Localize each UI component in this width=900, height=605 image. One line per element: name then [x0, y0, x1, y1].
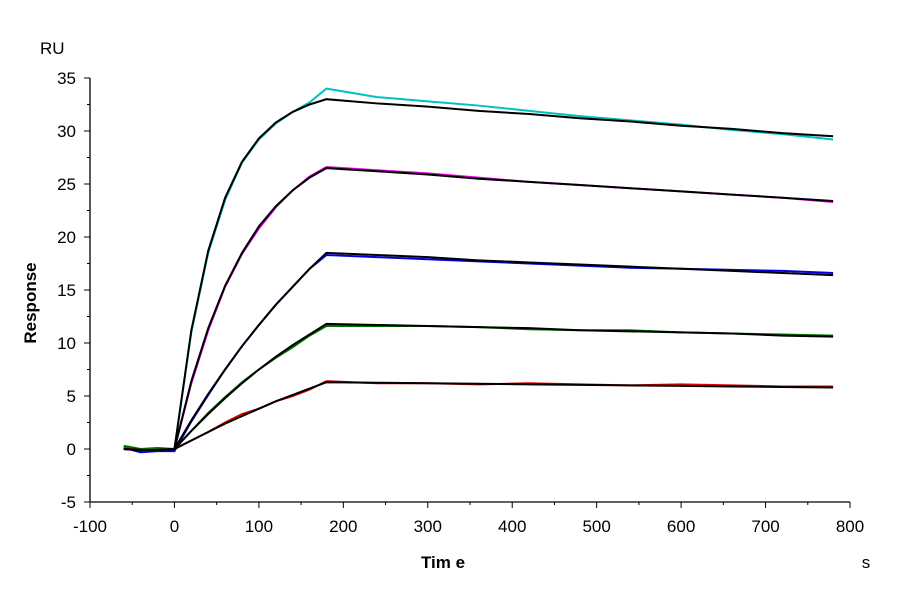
series-group [123, 87, 834, 454]
fit-curve-2 [123, 167, 834, 452]
x-tick-label: 400 [498, 517, 526, 536]
y-tick-label: -5 [61, 493, 76, 512]
y-tick-label: 35 [57, 69, 76, 88]
fit-curve-1 [123, 98, 834, 452]
y-tick-label: 30 [57, 122, 76, 141]
measured-curve-3 [123, 254, 834, 454]
y-tick-label: 20 [57, 228, 76, 247]
fit-curve-3 [123, 251, 834, 452]
x-tick-label: 600 [667, 517, 695, 536]
y-tick-label: 15 [57, 281, 76, 300]
y-tick-label: 0 [67, 440, 76, 459]
measured-curve-4 [123, 325, 834, 451]
x-tick-label: 0 [170, 517, 179, 536]
y-axis-title: Response [21, 262, 40, 343]
x-tick-label: 500 [582, 517, 610, 536]
x-tick-label: 300 [414, 517, 442, 536]
y-tick-label: 5 [67, 387, 76, 406]
y-tick-label: 10 [57, 334, 76, 353]
x-unit-label: s [862, 553, 871, 572]
x-tick-label: 700 [751, 517, 779, 536]
x-tick-label: 200 [329, 517, 357, 536]
x-tick-label: 100 [245, 517, 273, 536]
fit-curve-5 [123, 381, 834, 452]
x-tick-label: 800 [836, 517, 864, 536]
x-tick-label: -100 [73, 517, 107, 536]
fit-curve-4 [123, 322, 834, 452]
y-unit-label: RU [40, 39, 65, 58]
measured-curve-2 [123, 166, 834, 452]
axes: -5 0 5 10 15 20 25 30 35 -100 0 100 200 300 400 500 600 7… [57, 69, 864, 536]
x-axis-title: Tim e [421, 553, 465, 572]
y-tick-label: 25 [57, 175, 76, 194]
